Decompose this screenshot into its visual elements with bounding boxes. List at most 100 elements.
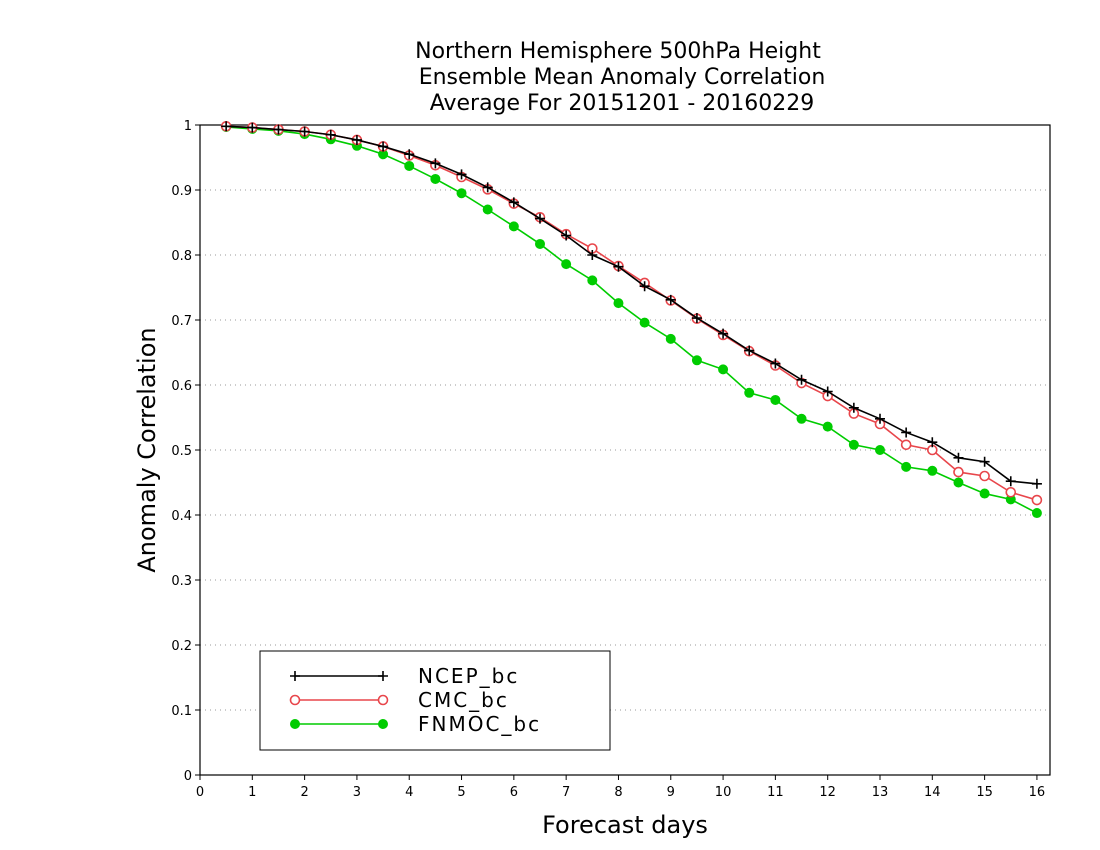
y-tick-label: 0.2	[171, 639, 192, 654]
y-axis: 0 0.1 0.2 0.3 0.4 0.5 0.6 0.7 0.8 0.9 1	[171, 119, 200, 784]
data-point	[378, 141, 389, 152]
data-point	[561, 259, 572, 270]
data-point	[482, 182, 493, 193]
legend-item-FNMOC_bc: FNMOC_bc	[290, 712, 541, 736]
chart-title: Northern Hemisphere 500hPa Height Ensemb…	[415, 39, 825, 116]
data-point	[430, 173, 441, 184]
data-point	[561, 230, 572, 241]
data-point	[221, 121, 232, 132]
data-point	[456, 169, 467, 180]
data-point	[508, 221, 519, 232]
data-point	[290, 671, 300, 681]
x-tick-label: 1	[248, 785, 256, 800]
data-point	[430, 158, 441, 169]
data-point	[770, 394, 781, 405]
data-point	[875, 445, 885, 455]
series-layer	[220, 121, 1043, 519]
data-point	[796, 374, 807, 385]
x-tick-label: 8	[614, 785, 622, 800]
x-axis-label: Forecast days	[542, 811, 708, 839]
data-point	[718, 328, 729, 339]
data-point	[587, 275, 598, 286]
y-tick-label: 0	[184, 769, 192, 784]
x-axis: 0 1 2 3 4 5 6 7 8 9 10 11 12 13 14 15 16	[196, 775, 1045, 800]
series-line	[226, 125, 1038, 485]
data-point	[247, 122, 258, 133]
x-tick-label: 0	[196, 785, 204, 800]
data-point	[848, 439, 859, 450]
data-point	[848, 402, 859, 413]
data-point	[927, 465, 938, 476]
data-point	[456, 188, 467, 199]
legend-label: CMC_bc	[418, 688, 509, 712]
x-tick-label: 7	[562, 785, 570, 800]
data-point	[378, 719, 388, 729]
x-tick-label: 15	[976, 785, 993, 800]
data-point	[289, 694, 301, 706]
x-tick-label: 16	[1029, 785, 1046, 800]
y-tick-label: 0.7	[171, 314, 192, 329]
y-tick-label: 1	[184, 119, 192, 134]
y-axis-label: Anomaly Correlation	[133, 327, 161, 572]
data-point	[953, 477, 964, 488]
y-tick-label: 0.4	[171, 509, 192, 524]
y-tick-label: 0.9	[171, 184, 192, 199]
y-tick-label: 0.3	[171, 574, 192, 589]
data-point	[639, 281, 650, 292]
data-point	[613, 298, 624, 309]
data-point	[665, 333, 676, 344]
legend-label: FNMOC_bc	[418, 712, 541, 736]
x-tick-label: 4	[405, 785, 413, 800]
data-point	[613, 261, 624, 272]
data-point	[587, 250, 598, 260]
data-point	[979, 456, 990, 467]
legend-label: NCEP_bc	[418, 664, 519, 688]
data-point	[1005, 486, 1017, 498]
x-tick-label: 13	[872, 785, 889, 800]
data-point	[691, 313, 702, 324]
data-point	[404, 160, 415, 171]
chart-title-line-3: Average For 20151201 - 20160229	[430, 91, 815, 116]
x-tick-label: 9	[667, 785, 675, 800]
data-point	[1031, 478, 1042, 489]
data-point	[639, 317, 650, 328]
legend-item-CMC_bc: CMC_bc	[289, 688, 509, 712]
data-point	[1031, 508, 1042, 519]
x-tick-label: 5	[457, 785, 465, 800]
data-point	[325, 129, 336, 140]
data-point	[1031, 494, 1043, 506]
data-point	[299, 126, 310, 137]
legend-item-NCEP_bc: NCEP_bc	[290, 664, 519, 688]
data-point	[718, 364, 729, 375]
y-tick-label: 0.5	[171, 444, 192, 459]
x-tick-label: 2	[300, 785, 308, 800]
y-tick-label: 0.1	[171, 704, 192, 719]
data-point	[822, 386, 833, 397]
data-point	[900, 439, 912, 451]
series-NCEP_bc	[221, 121, 1042, 489]
data-point	[691, 355, 702, 366]
series-FNMOC_bc	[221, 121, 1042, 519]
data-point	[744, 387, 755, 398]
data-point	[535, 213, 545, 224]
data-point	[979, 470, 990, 482]
data-point	[901, 461, 912, 472]
x-tick-label: 14	[924, 785, 941, 800]
data-point	[822, 421, 833, 432]
data-point	[979, 488, 990, 499]
x-tick-label: 12	[819, 785, 836, 800]
data-point	[953, 466, 964, 478]
data-point	[482, 204, 493, 215]
data-point	[901, 427, 912, 438]
data-point	[665, 294, 676, 305]
data-point	[796, 413, 807, 424]
y-tick-label: 0.8	[171, 249, 192, 264]
grid-lines	[200, 189, 1050, 711]
x-tick-label: 3	[353, 785, 361, 800]
y-tick-label: 0.6	[171, 379, 192, 394]
data-point	[273, 124, 284, 135]
data-point	[535, 238, 545, 249]
chart-title-line-1: Northern Hemisphere 500hPa Height	[415, 39, 821, 64]
data-point	[378, 671, 388, 681]
